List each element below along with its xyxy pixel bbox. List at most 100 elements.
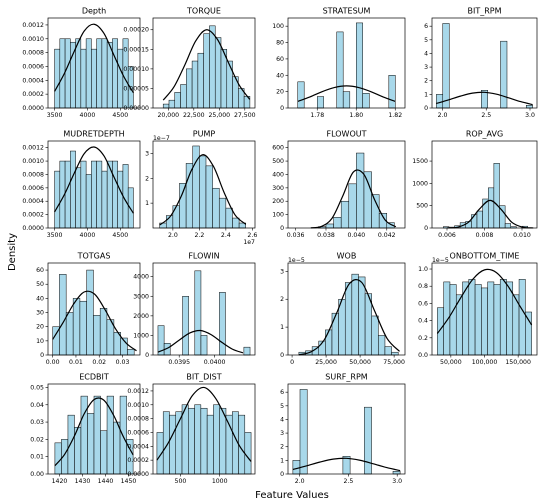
y-tick-label: 200 — [272, 198, 284, 205]
y-tick-label: 2 — [280, 444, 284, 451]
bar — [213, 404, 220, 475]
bar — [174, 92, 181, 109]
x-tick-label: 0.036 — [287, 232, 305, 239]
bar — [243, 346, 251, 356]
bar — [212, 187, 220, 229]
y-tick-label: 0.0 — [418, 352, 428, 359]
y-tick-label: 20 — [276, 89, 284, 96]
bar — [127, 187, 134, 229]
x-tick-label: 2.4 — [221, 232, 231, 239]
x-tick-label: 0.006 — [438, 232, 456, 239]
bar — [325, 223, 334, 229]
bar — [391, 351, 399, 356]
y-axis-label: Density — [7, 233, 18, 271]
x-tick-label: 0.0395 — [168, 359, 190, 366]
bar — [504, 223, 511, 229]
bar — [356, 22, 363, 109]
y-tick-label: 0.0002 — [22, 91, 44, 98]
density-curve — [436, 91, 533, 106]
x-tick-label: 25,000 — [208, 112, 230, 119]
x-tick-label: 50,000 — [440, 359, 462, 366]
x-tick-label: 3500 — [47, 232, 63, 239]
bar — [117, 170, 124, 229]
subplot-title: SURF_RPM — [325, 373, 367, 382]
x-tick-label: 27,500 — [234, 112, 256, 119]
bar — [333, 217, 342, 229]
y-tick-label: 0.0010 — [22, 36, 44, 43]
bar — [65, 312, 74, 356]
bar — [205, 165, 213, 229]
x-tick-label: 0.00 — [46, 359, 60, 366]
y-tick-label: 0.0000 — [127, 471, 149, 478]
bar — [112, 38, 118, 109]
density-curve — [157, 329, 244, 354]
y-tick-label: 0.00020 — [123, 27, 149, 34]
bar — [54, 48, 61, 109]
axes-frame — [152, 17, 256, 109]
y-tick-label: 0.0000 — [22, 225, 44, 232]
bar — [70, 41, 76, 109]
bar — [169, 414, 177, 475]
y-tick-label: 0.0012 — [22, 145, 44, 152]
bar — [338, 298, 346, 356]
bar — [358, 276, 366, 356]
density-curve — [162, 29, 251, 101]
x-tick-label: 1450 — [121, 478, 137, 485]
x-tick-label: 50,000 — [349, 359, 371, 366]
bar — [72, 298, 81, 356]
y-offset: 1e−5 — [432, 257, 449, 264]
density-curve — [54, 146, 134, 214]
y-tick-label: 1 — [280, 457, 284, 464]
y-tick-label: 0.05 — [30, 384, 44, 391]
y-tick-label: 4 — [424, 50, 428, 57]
y-tick-label: 0.0008 — [22, 50, 44, 57]
y-tick-label: 0 — [40, 352, 44, 359]
bar — [106, 41, 113, 109]
y-tick-label: 0.03 — [30, 419, 44, 426]
bar — [325, 329, 333, 356]
bar — [199, 155, 207, 229]
x-tick-label: 100,000 — [472, 359, 498, 366]
x-tick-label: 25,000 — [315, 359, 337, 366]
y-tick-label: 0.00 — [30, 471, 44, 478]
y-tick-label: 3 — [280, 268, 284, 275]
y-tick-label: 500 — [272, 158, 284, 165]
bar — [525, 311, 532, 356]
axes-frame — [287, 262, 406, 356]
bar — [225, 207, 233, 229]
bar — [218, 197, 227, 229]
bar — [500, 40, 508, 109]
y-tick-label: 1 — [145, 200, 149, 207]
bar — [200, 335, 208, 356]
bar — [112, 160, 118, 229]
density-curve — [297, 85, 396, 103]
subplot-title: WOB — [337, 252, 357, 261]
y-tick-label: 0.0008 — [22, 171, 44, 178]
bar — [226, 60, 233, 109]
bar — [54, 170, 61, 229]
bar — [488, 187, 495, 229]
subplot-title: STRATESUM — [323, 7, 371, 16]
x-tick-label: 4500 — [112, 112, 128, 119]
x-tick-label: 3.0 — [392, 478, 402, 485]
axes-frame — [152, 140, 256, 229]
bar — [449, 284, 457, 356]
bar — [54, 442, 62, 475]
density-curve — [156, 386, 252, 462]
bar — [363, 171, 372, 229]
bar — [214, 37, 222, 109]
y-tick-label: 500 — [416, 203, 428, 210]
bar — [471, 214, 478, 229]
subplot-title: FLOWOUT — [326, 130, 366, 139]
y-tick-label: 40 — [276, 72, 284, 79]
bar — [179, 183, 187, 229]
y-tick-label: 0.4 — [418, 318, 428, 325]
bar — [64, 160, 71, 229]
subplot: 50,000 100,000 150,000 0.0 0.2 0.4 0.6 0.8 1.0 ON… — [418, 252, 538, 366]
bar — [344, 282, 353, 356]
bar — [119, 395, 127, 475]
subplot-title: TOTGAS — [77, 252, 111, 261]
bar — [162, 103, 170, 109]
density-curve — [52, 290, 137, 352]
bar — [86, 269, 94, 356]
